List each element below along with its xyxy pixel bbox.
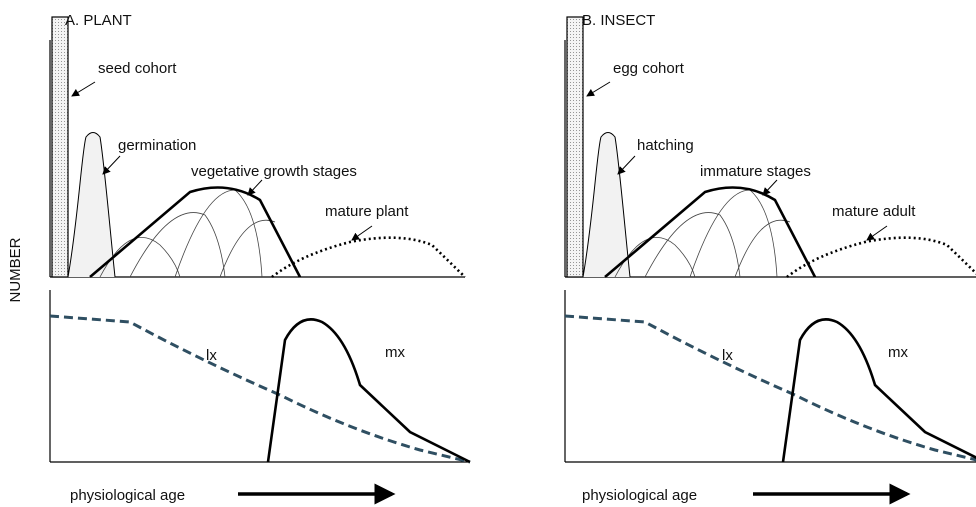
label: vegetative growth stages	[191, 163, 357, 180]
panel-title: A. PLANT	[65, 12, 132, 29]
label: mx	[888, 344, 908, 361]
panel-title: B. INSECT	[582, 12, 655, 29]
panel-a-labels: A. PLANT seed cohort germination vegetat…	[65, 12, 409, 504]
label: egg cohort	[613, 60, 685, 77]
label: hatching	[637, 137, 694, 154]
label: germination	[118, 137, 196, 154]
y-axis-label: NUMBER	[7, 237, 24, 302]
label: lx	[206, 347, 217, 364]
label: lx	[722, 347, 733, 364]
label: mature plant	[325, 203, 409, 220]
label: immature stages	[700, 163, 811, 180]
label: mature adult	[832, 203, 916, 220]
panel-b-labels: B. INSECT egg cohort hatching immature s…	[582, 12, 916, 504]
panel-b-shapes	[565, 17, 976, 494]
label: seed cohort	[98, 60, 177, 77]
label: mx	[385, 344, 405, 361]
panel-a-shapes	[50, 17, 470, 494]
x-axis-label: physiological age	[70, 487, 185, 504]
x-axis-label: physiological age	[582, 487, 697, 504]
